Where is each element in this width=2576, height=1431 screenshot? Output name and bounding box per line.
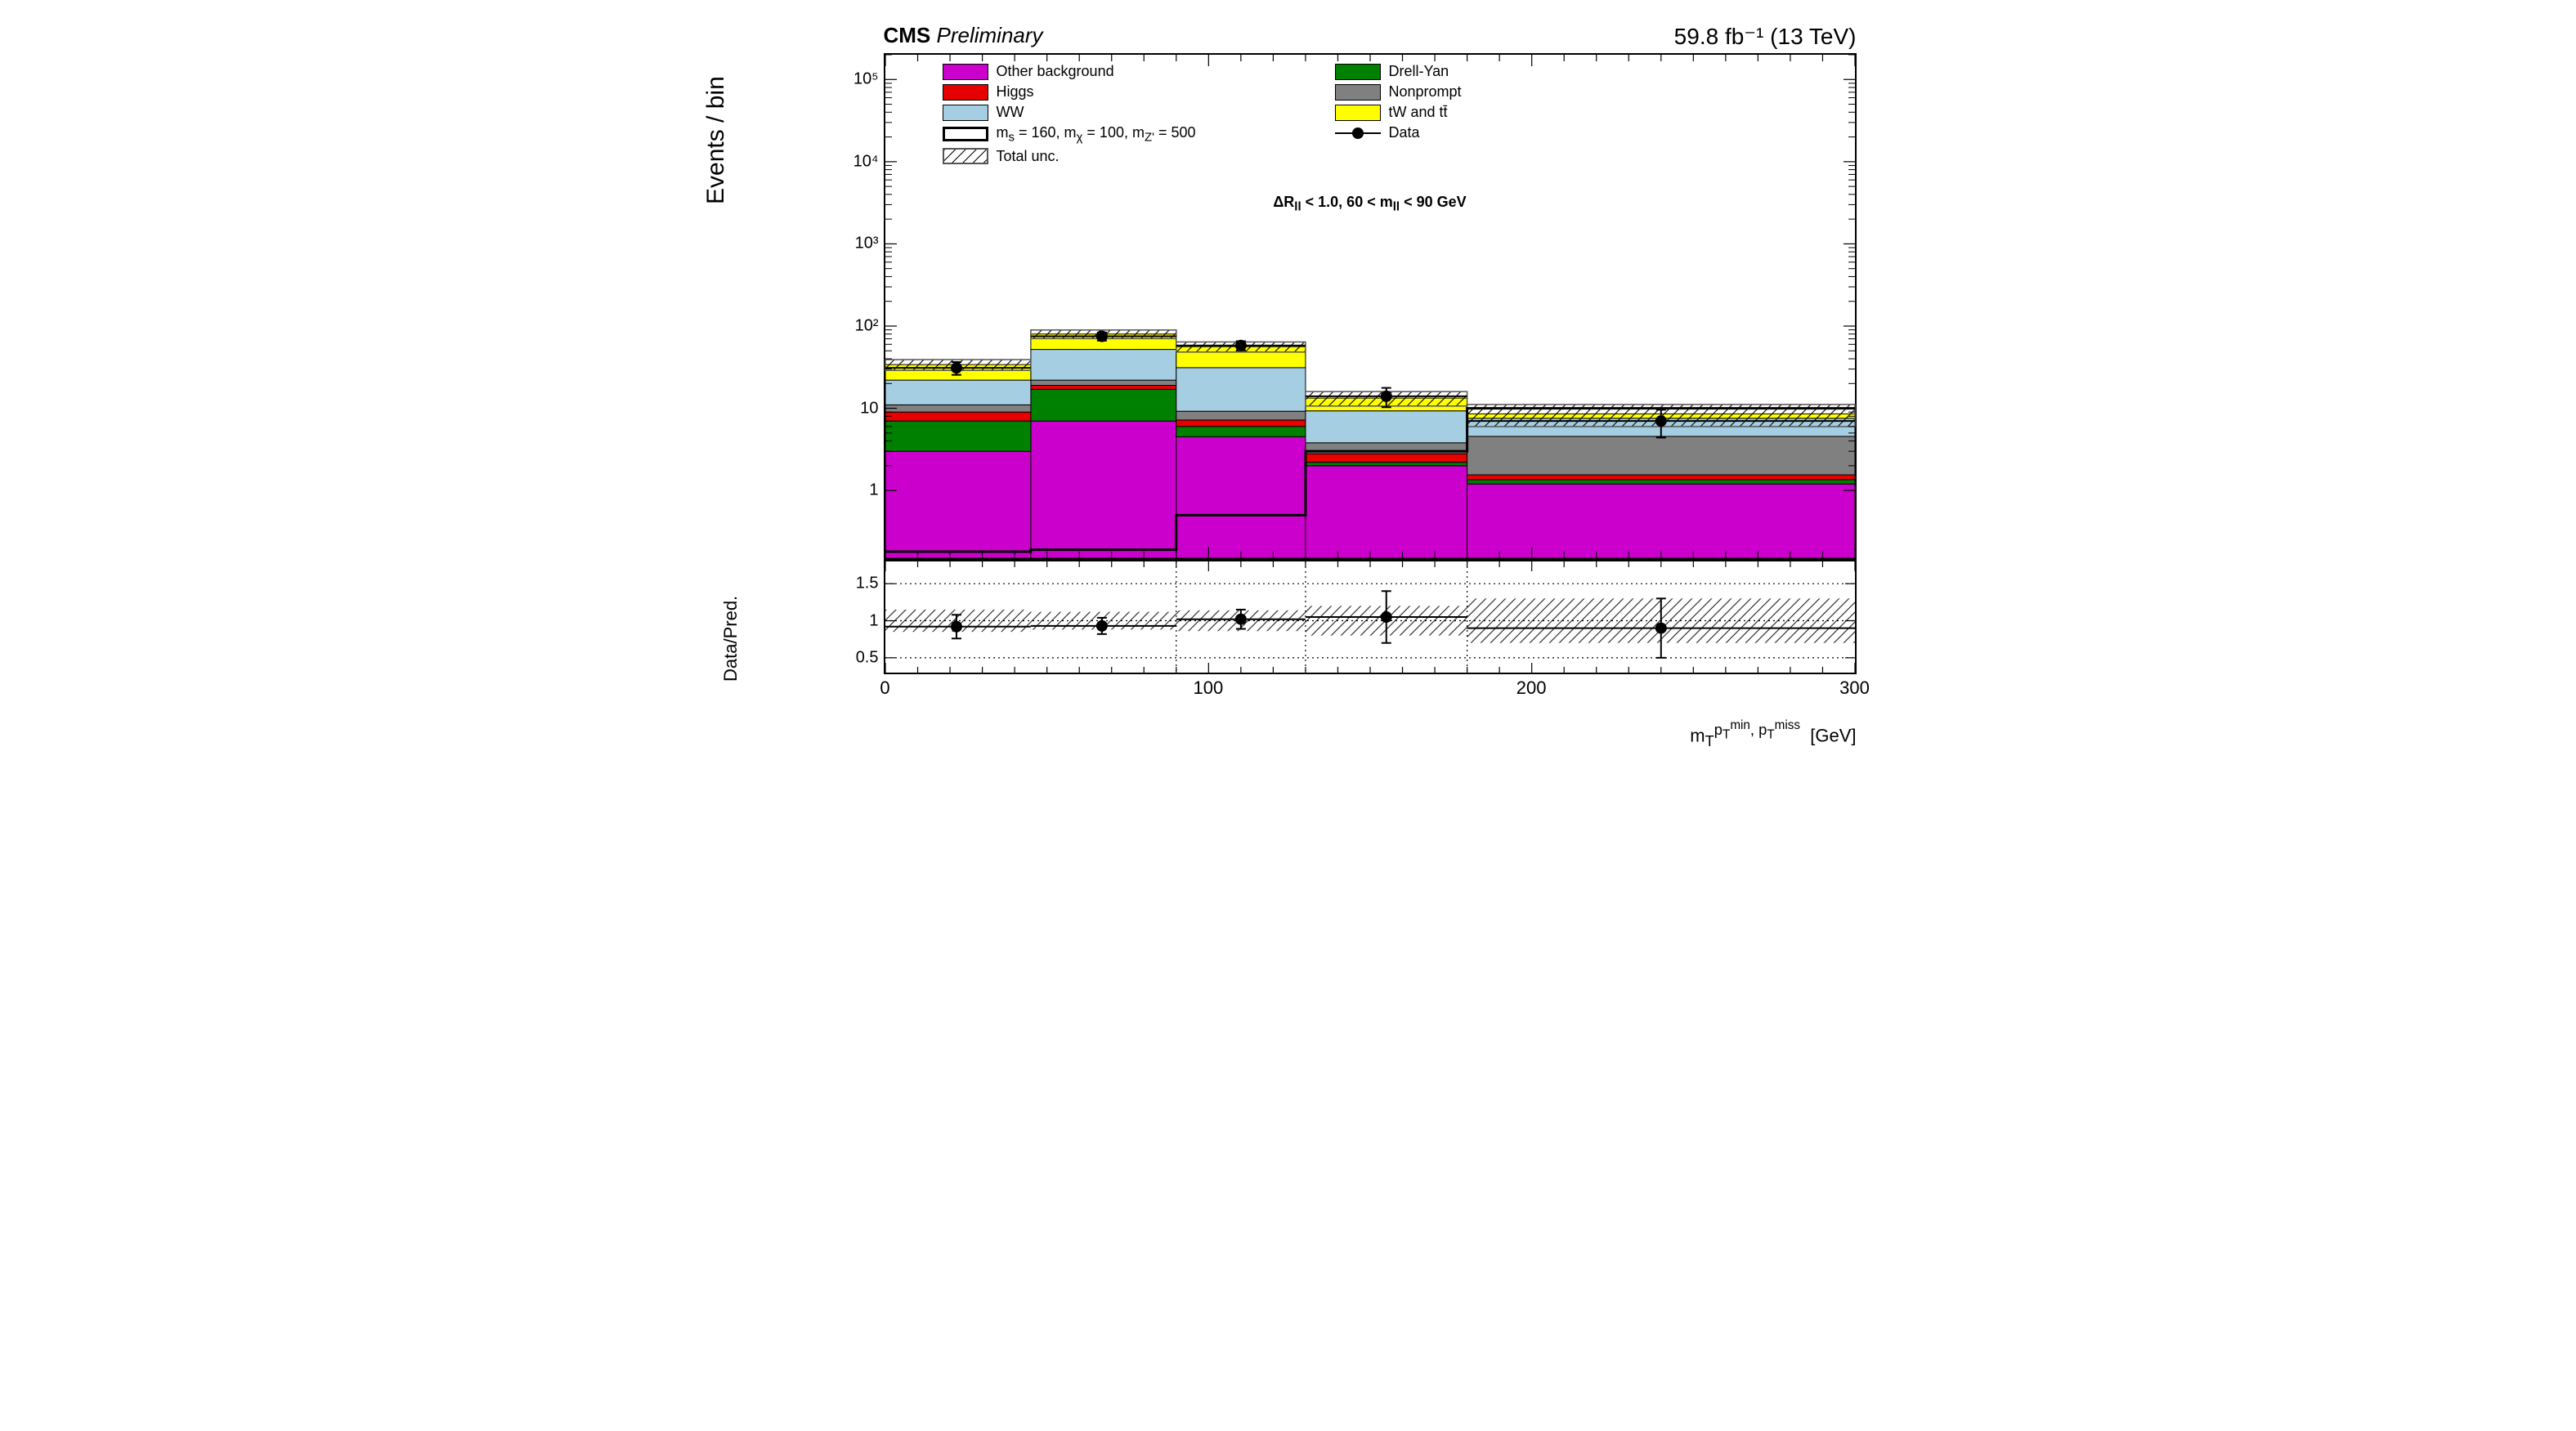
legend-label: Total unc. xyxy=(997,148,1060,165)
legend-label: Nonprompt xyxy=(1389,83,1462,101)
legend-item-data: Data xyxy=(1335,124,1462,141)
y-tick-label: 10⁵ xyxy=(853,70,885,89)
legend-label: WW xyxy=(997,104,1024,121)
lumi-label: 59.8 fb⁻¹ (13 TeV) xyxy=(1674,23,1857,50)
legend: Other background Higgs WW ms = 160, mχ = 10… xyxy=(943,63,1801,165)
y-tick-label: 1 xyxy=(869,481,885,500)
legend-label: tW and tt̄ xyxy=(1389,104,1448,121)
legend-label: Data xyxy=(1389,124,1420,141)
main-histogram-panel: Other background Higgs WW ms = 160, mχ = 10… xyxy=(884,53,1857,560)
x-tick-label: 100 xyxy=(1193,673,1223,699)
ratio-y-tick-label: 1 xyxy=(869,611,885,630)
legend-item-signal: ms = 160, mχ = 100, mZ' = 500 xyxy=(943,124,1335,145)
legend-item-drellyan: Drell-Yan xyxy=(1335,63,1462,80)
ratio-panel: 0.511.50100200300 xyxy=(884,560,1857,674)
x-axis-label: mTpTmin, pTmiss [GeV] xyxy=(1690,718,1856,750)
legend-label: ms = 160, mχ = 100, mZ' = 500 xyxy=(997,124,1196,145)
y-axis-label-ratio: Data/Pred. xyxy=(720,596,741,682)
status-label: Preliminary xyxy=(937,23,1043,47)
legend-label: Other background xyxy=(997,63,1114,80)
header-left: CMS Preliminary xyxy=(884,23,1043,48)
legend-item-unc: Total unc. xyxy=(943,148,1335,165)
legend-col-2: Drell-Yan Nonprompt tW and tt̄ Data xyxy=(1335,63,1462,165)
y-tick-label: 10³ xyxy=(855,235,885,253)
legend-item-higgs: Higgs xyxy=(943,83,1335,101)
legend-item-nonprompt: Nonprompt xyxy=(1335,83,1462,101)
x-tick-label: 0 xyxy=(880,673,889,699)
legend-item-other_bg: Other background xyxy=(943,63,1335,80)
ratio-y-tick-label: 0.5 xyxy=(856,648,885,667)
x-tick-label: 300 xyxy=(1839,673,1870,699)
y-tick-label: 10 xyxy=(860,399,885,418)
legend-item-ww: WW xyxy=(943,104,1335,121)
experiment-label: CMS xyxy=(884,23,931,47)
y-axis-label-main: Events / bin xyxy=(702,76,730,204)
y-tick-label: 10⁴ xyxy=(853,152,885,171)
legend-col-1: Other background Higgs WW ms = 160, mχ = 10… xyxy=(943,63,1335,165)
legend-label: Higgs xyxy=(997,83,1034,101)
ratio-chart-svg xyxy=(885,561,1855,673)
physics-plot: CMS Preliminary 59.8 fb⁻¹ (13 TeV) Event… xyxy=(696,16,1881,752)
legend-label: Drell-Yan xyxy=(1389,63,1449,80)
selection-annotation: ΔRll < 1.0, 60 < mll < 90 GeV xyxy=(1273,194,1466,214)
ratio-y-tick-label: 1.5 xyxy=(856,575,885,593)
x-tick-label: 200 xyxy=(1516,673,1547,699)
legend-item-tw_tt: tW and tt̄ xyxy=(1335,104,1462,121)
y-tick-label: 10² xyxy=(855,316,885,335)
